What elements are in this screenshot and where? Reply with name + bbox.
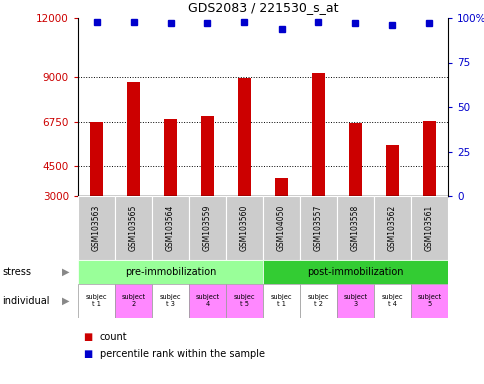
Text: stress: stress <box>2 267 31 277</box>
Bar <box>164 119 177 196</box>
Text: individual: individual <box>2 296 50 306</box>
Title: GDS2083 / 221530_s_at: GDS2083 / 221530_s_at <box>187 1 337 14</box>
Bar <box>348 123 361 196</box>
Bar <box>151 284 189 318</box>
Text: GSM104050: GSM104050 <box>276 205 286 251</box>
Text: ■: ■ <box>83 332 92 342</box>
Text: ▶: ▶ <box>62 267 70 277</box>
Bar <box>300 196 336 260</box>
Text: GSM103557: GSM103557 <box>313 205 322 251</box>
Bar <box>189 196 226 260</box>
Bar <box>78 196 115 260</box>
Text: subject
3: subject 3 <box>343 295 367 308</box>
Bar <box>238 78 250 196</box>
Bar <box>385 145 398 196</box>
Text: GSM103563: GSM103563 <box>92 205 101 251</box>
Bar <box>262 260 447 284</box>
Text: subjec
t 2: subjec t 2 <box>307 295 329 308</box>
Bar <box>300 284 336 318</box>
Text: ▶: ▶ <box>62 296 70 306</box>
Bar <box>115 284 151 318</box>
Bar <box>78 284 115 318</box>
Text: count: count <box>100 332 127 342</box>
Bar <box>311 73 324 196</box>
Bar <box>226 196 262 260</box>
Bar <box>151 196 189 260</box>
Bar <box>127 82 140 196</box>
Bar <box>115 196 151 260</box>
Bar <box>262 196 300 260</box>
Bar <box>78 260 262 284</box>
Bar <box>373 284 410 318</box>
Text: percentile rank within the sample: percentile rank within the sample <box>100 349 264 359</box>
Text: subject
2: subject 2 <box>121 295 145 308</box>
Text: subjec
t 3: subjec t 3 <box>159 295 181 308</box>
Bar <box>226 284 262 318</box>
Bar <box>422 121 435 196</box>
Bar <box>336 284 373 318</box>
Bar <box>262 284 300 318</box>
Text: subjec
t 1: subjec t 1 <box>86 295 107 308</box>
Text: GSM103561: GSM103561 <box>424 205 433 251</box>
Text: GSM103562: GSM103562 <box>387 205 396 251</box>
Text: GSM103559: GSM103559 <box>203 205 212 251</box>
Text: GSM103564: GSM103564 <box>166 205 175 251</box>
Bar <box>410 196 447 260</box>
Text: ■: ■ <box>83 349 92 359</box>
Bar <box>200 116 213 196</box>
Text: subjec
t 5: subjec t 5 <box>233 295 255 308</box>
Text: GSM103565: GSM103565 <box>129 205 138 251</box>
Bar <box>373 196 410 260</box>
Bar <box>274 178 287 196</box>
Text: subject
4: subject 4 <box>195 295 219 308</box>
Text: post-immobilization: post-immobilization <box>307 267 403 277</box>
Bar <box>90 122 103 196</box>
Bar <box>410 284 447 318</box>
Text: GSM103558: GSM103558 <box>350 205 359 251</box>
Text: subject
5: subject 5 <box>417 295 440 308</box>
Text: subjec
t 4: subjec t 4 <box>381 295 402 308</box>
Text: subjec
t 1: subjec t 1 <box>270 295 292 308</box>
Bar <box>336 196 373 260</box>
Bar <box>189 284 226 318</box>
Text: pre-immobilization: pre-immobilization <box>124 267 216 277</box>
Text: GSM103560: GSM103560 <box>240 205 248 251</box>
